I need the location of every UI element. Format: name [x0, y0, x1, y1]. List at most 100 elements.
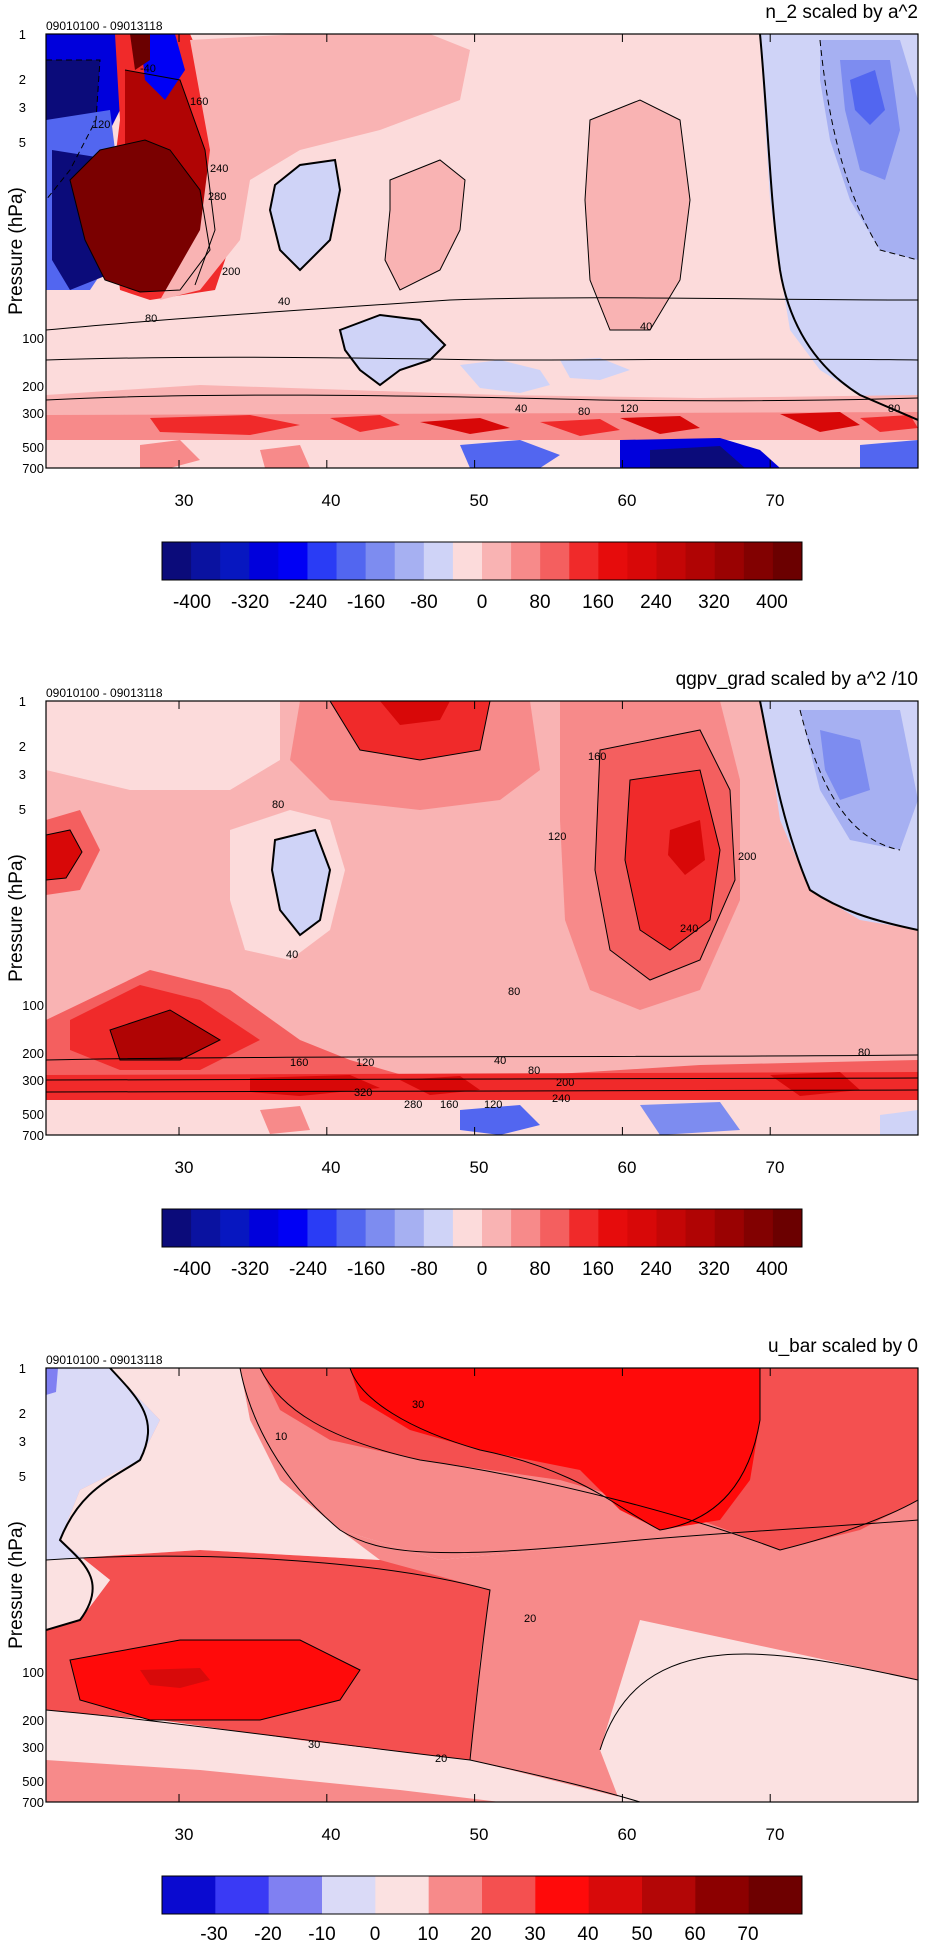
contour-labels: 160 80 120 200 240 40 80 160 120 40 80 2… [272, 751, 870, 1111]
y-tick-label: 500 [22, 440, 44, 455]
colorbar-label: 0 [477, 592, 488, 613]
colorbar-label: 10 [417, 1924, 438, 1943]
panel-n2: n_2 scaled by a^2 09010100 - 09013118 [6, 2, 919, 613]
date-range-label: 09010100 - 09013118 [46, 1353, 163, 1367]
colorbar-swatch [656, 542, 687, 580]
colorbar-swatch [191, 542, 221, 580]
contour-label: 80 [272, 799, 284, 811]
y-tick-label: 5 [19, 802, 26, 817]
contour-label: 200 [556, 1077, 574, 1089]
contour-label: 80 [145, 313, 157, 325]
y-tick-label: 2 [19, 1406, 26, 1421]
y-tick-label: 500 [22, 1107, 44, 1122]
colorbar-swatch [307, 1209, 338, 1247]
colorbar-label: -80 [410, 592, 437, 613]
y-tick-label: 3 [19, 100, 26, 115]
colorbar-swatch [685, 1209, 716, 1247]
y-tick-label: 2 [19, 72, 26, 87]
contour-label: 200 [738, 851, 756, 863]
colorbar-labels: -400 -320 -240 -160 -80 0 80 160 240 320… [173, 1259, 788, 1280]
colorbar-label: 400 [756, 592, 788, 613]
colorbar-swatch [540, 1209, 570, 1247]
contour-label: 40 [640, 321, 652, 333]
colorbar-label: -20 [254, 1924, 281, 1943]
colorbar [161, 1208, 803, 1248]
contour-labels: -40 120 160 200 240 280 40 80 40 40 80 1… [92, 63, 900, 418]
colorbar-label: 40 [577, 1924, 598, 1943]
y-axis-label: Pressure (hPa) [6, 854, 27, 982]
plot-frame [45, 33, 919, 469]
colorbar-swatch [220, 1209, 250, 1247]
y-axis-label: Pressure (hPa) [6, 187, 27, 315]
plot-frame [45, 700, 919, 1136]
colorbar-label: 240 [640, 592, 672, 613]
colorbar-swatch [394, 1209, 425, 1247]
x-tick-label: 50 [470, 1158, 489, 1177]
y-tick-label: 500 [22, 1774, 44, 1789]
contour-label: 320 [354, 1087, 372, 1099]
colorbar-swatch [162, 1209, 192, 1247]
x-tick-label: 70 [766, 1825, 785, 1844]
colorbar-swatch [423, 542, 454, 580]
contour-label: 80 [578, 406, 590, 418]
contour-label: 80 [858, 1047, 870, 1059]
contour-label: 240 [552, 1093, 570, 1105]
colorbar-label: -30 [200, 1924, 227, 1943]
colorbar-swatch [511, 542, 541, 580]
contour-label: 120 [620, 403, 638, 415]
y-tick-label: 5 [19, 1469, 26, 1484]
contour-label: 160 [290, 1057, 308, 1069]
y-tick-label: 1 [19, 694, 26, 709]
colorbar-label: 400 [756, 1259, 788, 1280]
colorbar-label: 30 [524, 1924, 545, 1943]
x-tick-label: 40 [322, 491, 341, 510]
plot-frame [45, 1367, 919, 1803]
contour-field [46, 701, 918, 1135]
x-tick-label: 70 [766, 491, 785, 510]
colorbar-label: 160 [582, 592, 614, 613]
colorbar-swatch [627, 1209, 658, 1247]
x-tick-label: 60 [618, 1158, 637, 1177]
y-tick-label: 300 [22, 406, 44, 421]
contour-label: 200 [222, 266, 240, 278]
contour-label: 20 [524, 1613, 536, 1625]
contour-label: 40 [494, 1055, 506, 1067]
colorbar-swatch [191, 1209, 221, 1247]
y-tick-label: 5 [19, 135, 26, 150]
colorbar-swatch [598, 1209, 628, 1247]
contour-label: 240 [680, 923, 698, 935]
colorbar-swatch [394, 542, 425, 580]
colorbar-swatch [627, 542, 658, 580]
x-tick-label: 30 [175, 491, 194, 510]
colorbar [161, 1875, 803, 1915]
contour-field [46, 1368, 918, 1802]
y-axis: 1 2 3 5 100 200 300 500 700 Pressure (hP… [6, 1361, 44, 1810]
contour-label: 120 [356, 1057, 374, 1069]
colorbar-swatch [511, 1209, 541, 1247]
colorbar-label: 50 [631, 1924, 652, 1943]
panel-title: n_2 scaled by a^2 [765, 2, 918, 23]
contour-label: 40 [515, 403, 527, 415]
y-tick-label: 3 [19, 767, 26, 782]
contour-label: 80 [528, 1065, 540, 1077]
colorbar-label: -160 [347, 1259, 385, 1280]
x-axis: 30 40 50 60 70 [175, 1158, 785, 1177]
contour-label: 40 [278, 296, 290, 308]
colorbar-label: -400 [173, 592, 211, 613]
y-axis: 1 2 3 5 100 200 300 500 700 Pressure (hP… [6, 27, 44, 476]
colorbar-swatch [336, 1209, 367, 1247]
colorbar-swatch [743, 1209, 774, 1247]
colorbar-swatch [336, 542, 367, 580]
colorbar-label: 240 [640, 1259, 672, 1280]
colorbar-swatch [220, 542, 250, 580]
colorbar [161, 541, 803, 581]
colorbar-swatch [423, 1209, 454, 1247]
colorbar-swatch [249, 542, 279, 580]
contour-label: -40 [140, 63, 156, 75]
colorbar-label: 0 [477, 1259, 488, 1280]
colorbar-swatch [162, 542, 192, 580]
contour-label: 120 [548, 831, 566, 843]
x-tick-label: 40 [322, 1158, 341, 1177]
colorbar-swatch [748, 1876, 803, 1914]
